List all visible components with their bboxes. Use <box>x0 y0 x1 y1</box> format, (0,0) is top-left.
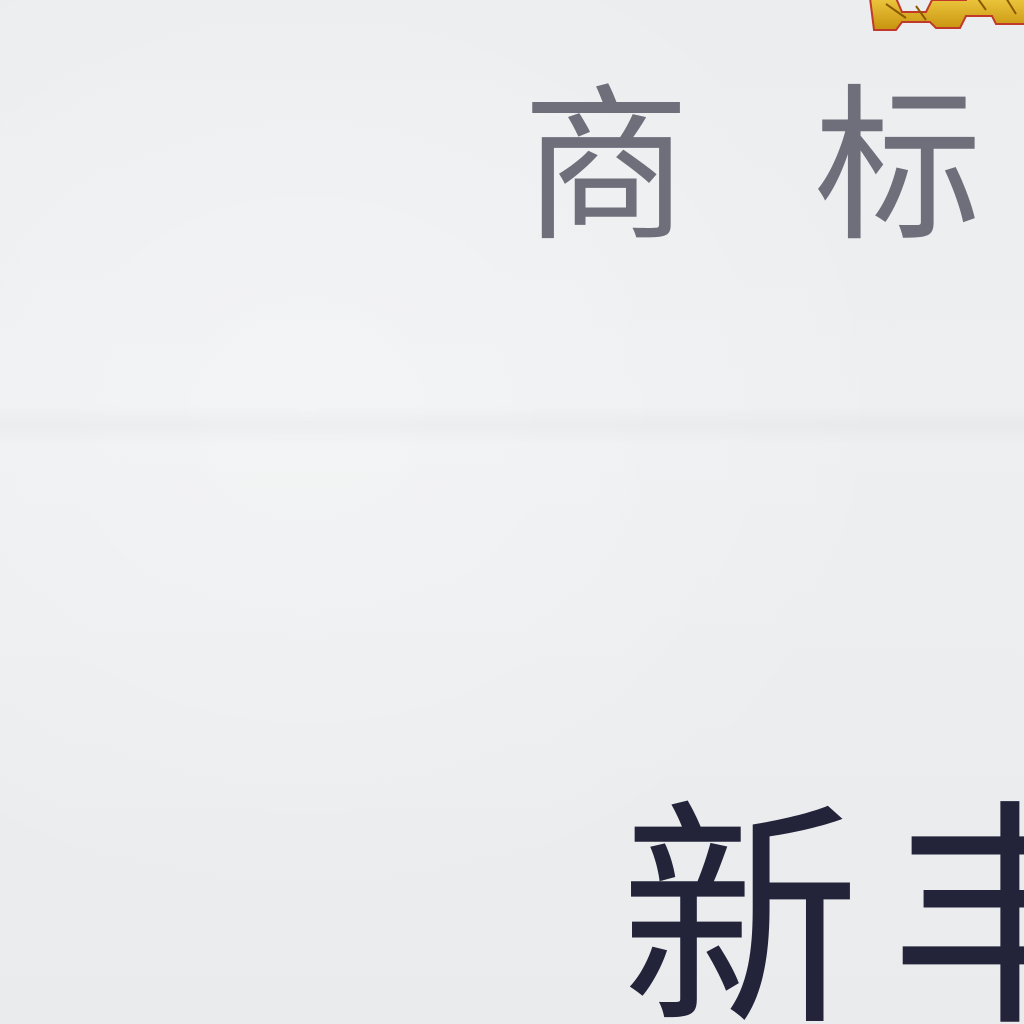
heading-char-1: 商 <box>522 69 690 265</box>
heading-char-2: 标 <box>814 69 982 265</box>
certificate-heading: 商 标 <box>522 62 982 272</box>
gold-emblem-icon <box>869 0 1024 31</box>
paper-fold-shadow <box>0 405 1024 445</box>
trademark-name-text: 新丰 <box>620 780 1024 1024</box>
trademark-name: 新丰 <box>620 800 1024 1024</box>
